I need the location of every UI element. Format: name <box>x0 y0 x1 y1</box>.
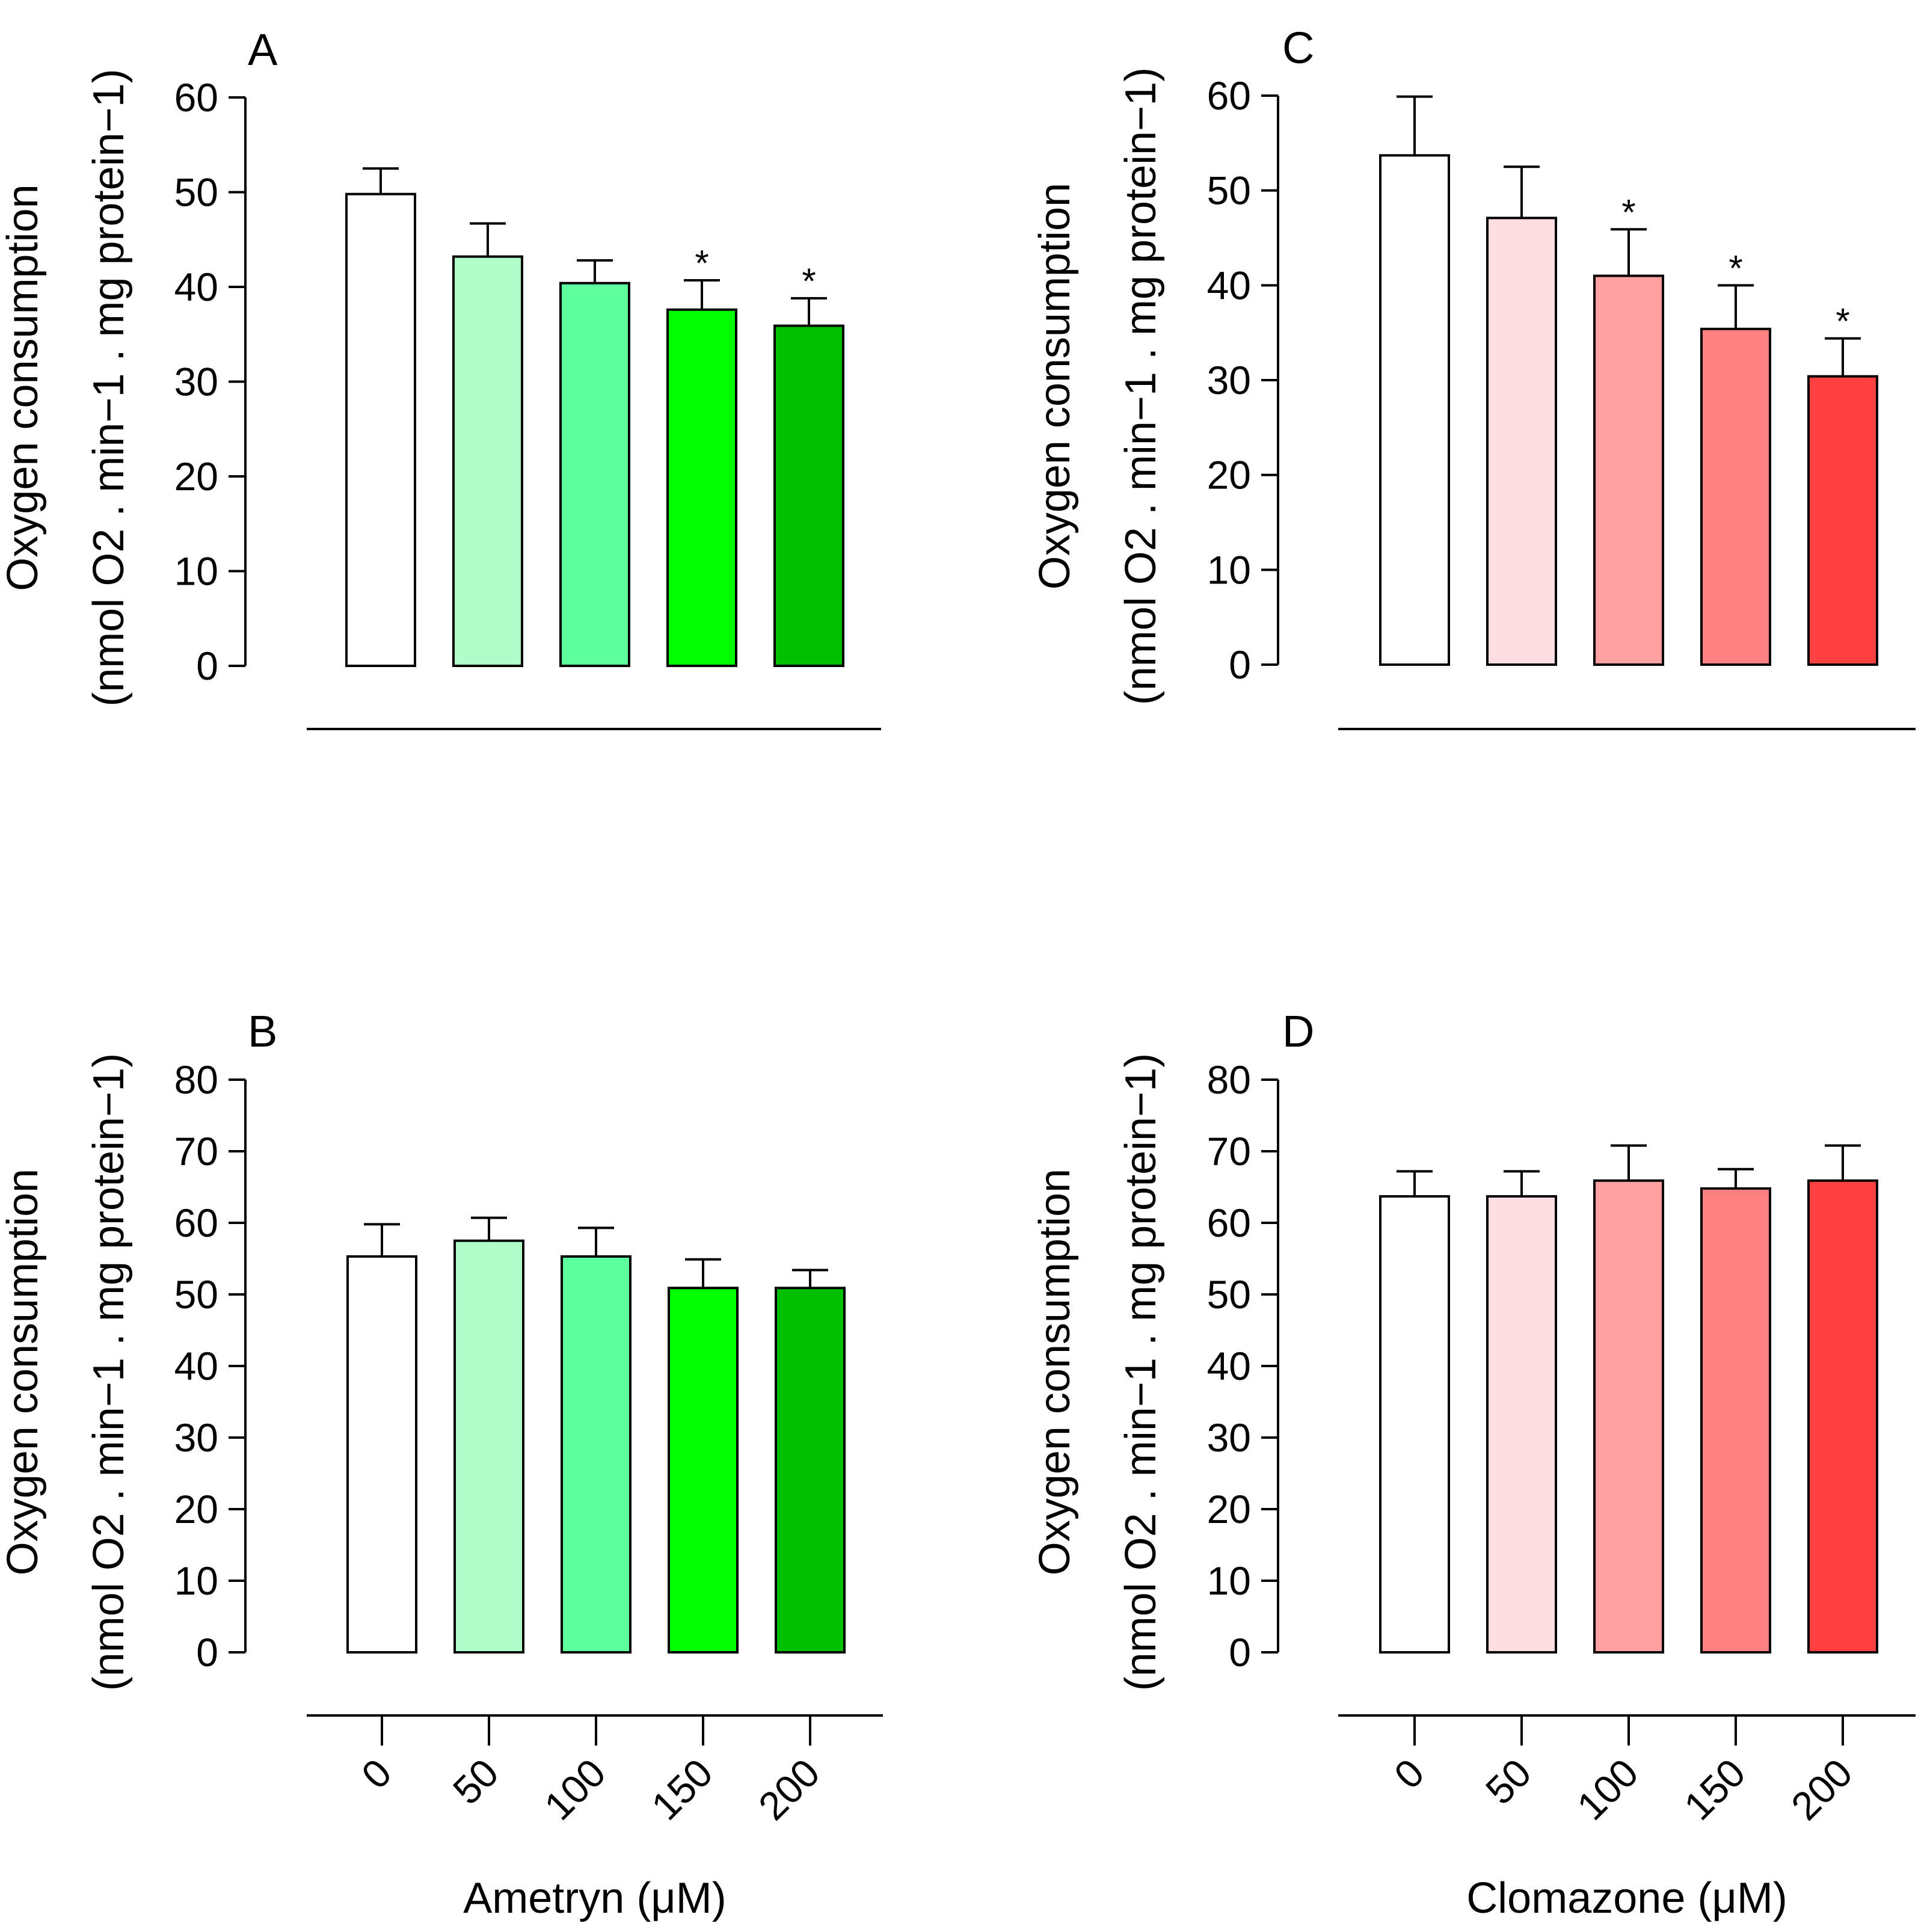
x-axis-title: Clomazone (μM) <box>1466 1874 1787 1922</box>
y-tick-label: 70 <box>174 1129 218 1174</box>
y-tick-label: 0 <box>196 1630 218 1675</box>
bar-100 <box>1593 274 1664 666</box>
bar-100 <box>559 281 630 667</box>
bar-50 <box>1486 217 1557 666</box>
bar-50 <box>453 1239 524 1654</box>
significance-marker: * <box>1729 248 1742 288</box>
y-tick-label: 10 <box>174 549 218 594</box>
y-tick-label: 60 <box>1207 1201 1251 1245</box>
x-tick-label: 100 <box>1569 1750 1647 1829</box>
bar-50 <box>452 255 523 668</box>
y-tick-label: 10 <box>1207 547 1251 592</box>
significance-marker: * <box>802 261 816 301</box>
y-axis-title-line1: Oxygen consumption <box>0 184 47 591</box>
y-tick-label: 30 <box>1207 1415 1251 1460</box>
y-tick-label: 60 <box>174 1201 218 1245</box>
panel-c: C 0 10 20 30 40 50 60 Oxygen consumption (nmol O2… <box>1031 23 1916 730</box>
y-axis-title-line2: (nmol O2 . min−1 . mg protein−1) <box>85 1053 133 1691</box>
panel-letter: B <box>248 1006 277 1056</box>
x-tick-label: 0 <box>353 1750 400 1797</box>
y-tick-label: 30 <box>174 1415 218 1460</box>
y-axis-title-line1: Oxygen consumption <box>1031 1169 1079 1575</box>
significance-marker: * <box>695 243 708 283</box>
panel-letter: D <box>1282 1006 1314 1056</box>
y-tick-label: 20 <box>1207 453 1251 497</box>
significance-marker: * <box>1621 192 1635 232</box>
panel-letter: C <box>1282 23 1314 73</box>
y-tick-label: 20 <box>174 454 218 499</box>
y-tick-label: 20 <box>174 1487 218 1531</box>
bar-0 <box>345 192 416 667</box>
y-tick-label: 0 <box>196 644 218 688</box>
x-tick-label: 0 <box>1386 1750 1433 1797</box>
y-axis-title-line1: Oxygen consumption <box>0 1169 47 1575</box>
y-tick-label: 60 <box>174 75 218 120</box>
bar-150 <box>668 1287 739 1654</box>
y-axis-title-line2: (nmol O2 . min−1 . mg protein−1) <box>1117 67 1165 705</box>
y-tick-label: 60 <box>1207 73 1251 118</box>
bar-100 <box>561 1255 632 1654</box>
y-tick-label: 40 <box>1207 1344 1251 1388</box>
y-tick-label: 50 <box>174 170 218 215</box>
y-tick-label: 50 <box>174 1272 218 1317</box>
bar-0 <box>346 1255 417 1654</box>
x-tick-label: 150 <box>643 1750 721 1829</box>
panel-b: B 0 10 20 30 40 50 60 70 80 Oxygen consumption (nmo… <box>0 1006 883 1922</box>
y-tick-label: 0 <box>1229 1630 1251 1675</box>
y-axis-title-line1: Oxygen consumption <box>1031 183 1079 589</box>
y-tick-label: 40 <box>1207 263 1251 307</box>
y-tick-label: 40 <box>174 1344 218 1388</box>
x-tick-label: 100 <box>536 1750 614 1829</box>
y-tick-label: 70 <box>1207 1129 1251 1174</box>
x-tick-label: 50 <box>1477 1750 1540 1813</box>
y-axis-title-line2: (nmol O2 . min−1 . mg protein−1) <box>1117 1053 1165 1691</box>
significance-marker: * <box>1836 301 1849 342</box>
panel-d: D 0 10 20 30 40 50 60 70 80 Oxygen consumption (nmo… <box>1031 1006 1916 1922</box>
x-tick-label: 150 <box>1676 1750 1754 1829</box>
bar-200 <box>773 324 844 667</box>
bar-200 <box>1807 375 1878 666</box>
x-tick-label: 50 <box>444 1750 507 1813</box>
x-axis-title: Ametryn (μM) <box>463 1874 726 1922</box>
bar-0 <box>1379 154 1450 666</box>
x-tick-label: 200 <box>750 1750 828 1829</box>
y-tick-label: 0 <box>1229 642 1251 687</box>
panel-a: A 0 10 20 30 40 50 60 Oxygen consumption (nmol O2… <box>0 25 881 730</box>
y-axis-title-line2: (nmol O2 . min−1 . mg protein−1) <box>85 69 133 706</box>
y-tick-label: 40 <box>174 265 218 309</box>
y-tick-label: 50 <box>1207 1272 1251 1317</box>
bar-100 <box>1593 1179 1664 1654</box>
bar-150 <box>666 308 737 667</box>
y-tick-label: 30 <box>1207 358 1251 402</box>
y-tick-label: 50 <box>1207 168 1251 213</box>
y-tick-label: 80 <box>1207 1057 1251 1102</box>
y-tick-label: 20 <box>1207 1487 1251 1531</box>
bar-200 <box>1807 1179 1878 1654</box>
y-tick-label: 10 <box>174 1558 218 1603</box>
x-tick-label: 200 <box>1783 1750 1861 1829</box>
bar-150 <box>1700 327 1771 666</box>
bar-0 <box>1379 1195 1450 1654</box>
panel-letter: A <box>248 25 278 75</box>
y-tick-label: 80 <box>174 1057 218 1102</box>
y-tick-label: 10 <box>1207 1558 1251 1603</box>
bar-50 <box>1486 1195 1557 1654</box>
bar-150 <box>1700 1187 1771 1654</box>
bar-200 <box>775 1287 846 1654</box>
y-tick-label: 30 <box>174 360 218 404</box>
